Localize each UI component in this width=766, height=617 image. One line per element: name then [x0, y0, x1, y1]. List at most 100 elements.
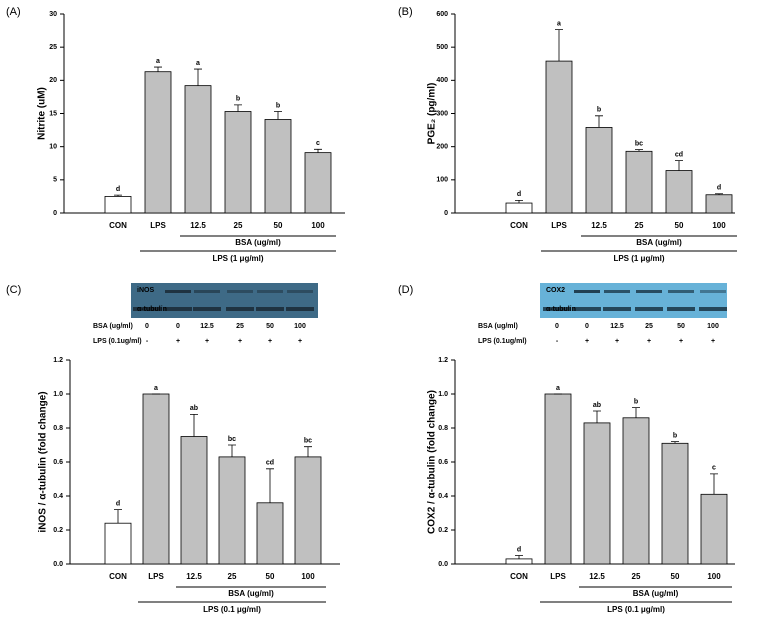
bracket-label: BSA (ug/ml) [235, 238, 281, 247]
y-axis-label: iNOS / α-tubulin (fold change) [38, 391, 49, 532]
x-tick-label: LPS [150, 221, 166, 230]
significance-letter: a [556, 385, 560, 392]
bar [625, 150, 653, 214]
y-axis-label: COX2 / α-tubulin (fold change) [427, 390, 438, 534]
blot-row-value: 100 [294, 323, 306, 330]
significance-letter: bc [228, 436, 236, 443]
x-tick-label: 25 [234, 221, 243, 230]
blot-row-value: 50 [266, 323, 274, 330]
x-tick-label: 12.5 [589, 572, 605, 581]
blot-band [164, 307, 192, 311]
significance-letter: cd [675, 151, 683, 158]
error-bar [515, 199, 523, 204]
significance-letter: ab [190, 405, 198, 412]
y-tick-label: 100 [436, 177, 448, 184]
blot-row-value: 0 [176, 323, 180, 330]
blot-row-value: 25 [645, 323, 653, 330]
y-tick-label: 15 [49, 110, 57, 117]
y-tick-label: 0.2 [438, 527, 448, 534]
significance-letter: a [154, 385, 158, 392]
error-bar [595, 115, 603, 128]
y-tick-label: 0.0 [438, 561, 448, 568]
y-tick-label: 0.6 [53, 459, 63, 466]
blot-band [193, 307, 221, 311]
blot-row-label: LPS (0.1ug/ml) [478, 338, 527, 345]
blot-row-value: + [711, 338, 715, 345]
blot-row-value: + [176, 338, 180, 345]
significance-letter: b [673, 432, 677, 439]
blot-band [700, 290, 726, 293]
significance-letter: d [517, 546, 521, 553]
blot-image [131, 283, 318, 318]
y-tick-label: 0.8 [53, 425, 63, 432]
panel-label: (C) [6, 284, 21, 296]
panel-label: (A) [6, 6, 21, 18]
significance-letter: a [557, 20, 561, 27]
blot-band [543, 307, 571, 311]
x-tick-label: 100 [712, 221, 726, 230]
bar [505, 558, 533, 565]
error-bar [675, 160, 683, 171]
bar [545, 60, 573, 214]
bar [218, 456, 246, 565]
blot-band [699, 307, 727, 311]
y-tick-label: 200 [436, 144, 448, 151]
bar [294, 456, 322, 565]
bracket-label: LPS (1 μg/ml) [613, 254, 664, 263]
significance-letter: d [717, 185, 721, 192]
y-tick-label: 0.6 [438, 459, 448, 466]
x-tick-label: CON [510, 572, 528, 581]
bar [665, 170, 693, 214]
significance-letter: b [597, 107, 601, 114]
error-bar [304, 446, 312, 457]
x-tick-label: LPS [551, 221, 567, 230]
y-tick-label: 5 [53, 177, 57, 184]
blot-row-value: 100 [707, 323, 719, 330]
error-bar [635, 149, 643, 152]
y-tick-label: 1.0 [438, 391, 448, 398]
error-bar [114, 509, 122, 524]
x-tick-label: 100 [311, 221, 325, 230]
y-tick-label: 0 [53, 210, 57, 217]
x-tick-label: LPS [550, 572, 566, 581]
blot-row-value: + [238, 338, 242, 345]
blot-band-label: α-tubulin [546, 306, 576, 313]
bar [184, 85, 212, 214]
error-bar [114, 194, 122, 197]
blot-band-label: iNOS [137, 287, 154, 294]
blot-band [604, 290, 630, 293]
blot-band [257, 290, 283, 293]
error-bar [593, 410, 601, 423]
significance-letter: c [316, 140, 320, 147]
bar [700, 493, 728, 565]
x-tick-label: 12.5 [190, 221, 206, 230]
blot-band [667, 307, 695, 311]
bar [705, 194, 733, 214]
blot-band [227, 290, 253, 293]
blot-row-value: + [679, 338, 683, 345]
significance-letter: bc [304, 438, 312, 445]
error-bar [555, 29, 563, 62]
bar [104, 522, 132, 565]
y-tick-label: 25 [49, 44, 57, 51]
x-tick-label: 25 [635, 221, 644, 230]
error-bar [234, 104, 242, 112]
significance-letter: a [156, 58, 160, 65]
y-tick-label: 1.2 [53, 357, 63, 364]
blot-row-value: + [615, 338, 619, 345]
blot-row-value: 12.5 [610, 323, 624, 330]
y-tick-label: 1.2 [438, 357, 448, 364]
y-tick-label: 400 [436, 77, 448, 84]
blot-row-value: - [556, 338, 559, 345]
error-bar [515, 555, 523, 559]
blot-row-value: 50 [677, 323, 685, 330]
y-tick-label: 0.2 [53, 527, 63, 534]
x-tick-label: 25 [228, 572, 237, 581]
error-bar [194, 68, 202, 86]
bar [505, 202, 533, 214]
bar [622, 417, 650, 565]
y-tick-label: 0.8 [438, 425, 448, 432]
error-bar [715, 193, 723, 195]
blot-row-value: 0 [555, 323, 559, 330]
blot-band-label: α-tubulin [137, 306, 167, 313]
